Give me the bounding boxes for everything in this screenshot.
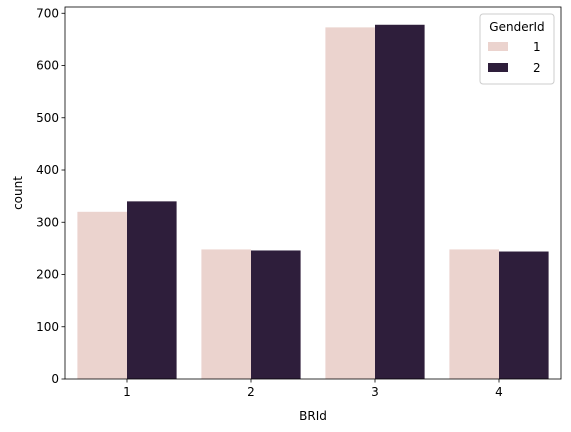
- x-tick-label: 2: [247, 385, 255, 399]
- y-tick-label: 700: [36, 6, 59, 20]
- y-tick-label: 400: [36, 163, 59, 177]
- bar-3-series-1: [325, 27, 375, 379]
- y-tick-label: 500: [36, 111, 59, 125]
- bar-1-series-2: [127, 201, 177, 379]
- y-tick-label: 100: [36, 320, 59, 334]
- legend-label-1: 1: [533, 40, 541, 54]
- plot-frame: [64, 6, 562, 380]
- y-tick-label: 600: [36, 59, 59, 73]
- y-axis-label: count: [11, 176, 25, 210]
- bar-2-series-1: [201, 249, 251, 379]
- bars-group: [77, 24, 549, 380]
- bar-4-series-2: [499, 251, 549, 379]
- x-axis-label: BRId: [299, 409, 327, 423]
- legend-swatch-1: [488, 42, 508, 51]
- legend: GenderId 12: [479, 13, 555, 85]
- x-tick-label: 3: [371, 385, 379, 399]
- bar-4-series-1: [449, 249, 499, 379]
- legend-items: 12: [488, 40, 541, 75]
- legend-label-2: 2: [533, 61, 541, 75]
- legend-swatch-2: [488, 63, 508, 72]
- bar-2-series-2: [251, 250, 301, 379]
- y-tick-label: 200: [36, 268, 59, 282]
- y-tick-label: 0: [51, 372, 59, 386]
- bar-1-series-1: [77, 211, 127, 379]
- bar-3-series-2: [375, 24, 425, 380]
- legend-title: GenderId: [489, 20, 544, 34]
- x-tick-label: 4: [495, 385, 503, 399]
- y-tick-label: 300: [36, 215, 59, 229]
- x-tick-label: 1: [123, 385, 131, 399]
